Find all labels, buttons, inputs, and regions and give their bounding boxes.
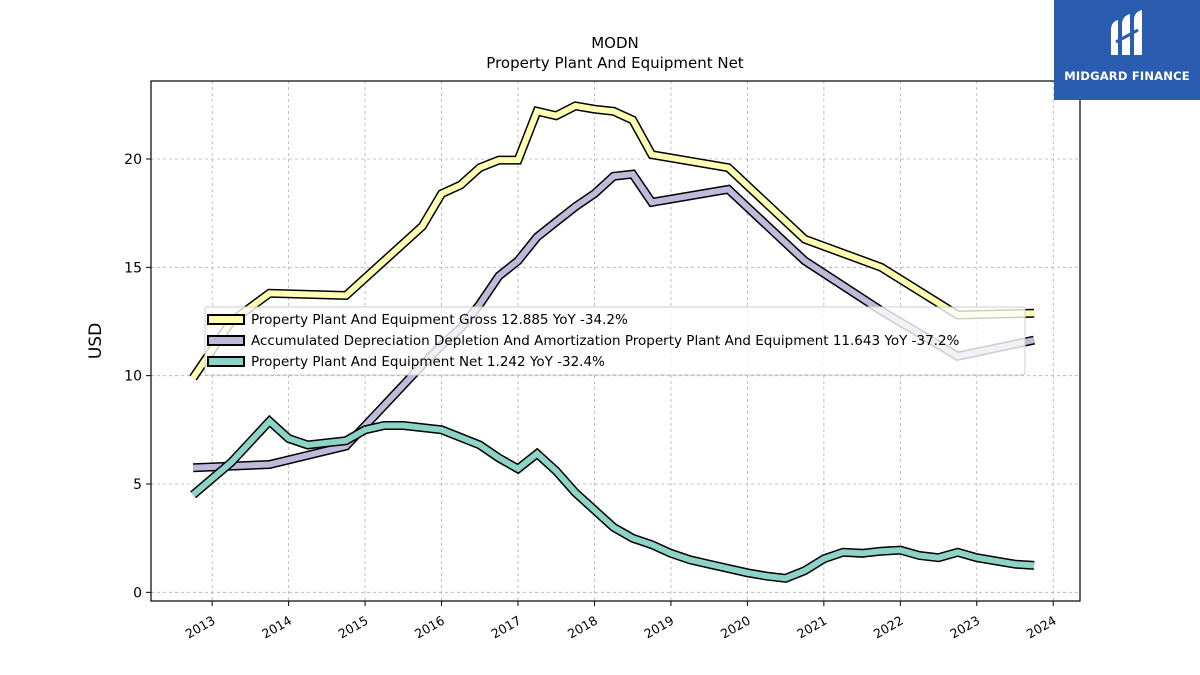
legend-swatch bbox=[207, 356, 245, 367]
x-tick-label: 2021 bbox=[794, 613, 829, 642]
legend-swatch bbox=[207, 314, 245, 325]
y-tick-label: 0 bbox=[133, 585, 142, 601]
x-tick-label: 2013 bbox=[183, 613, 218, 642]
x-tick-label: 2019 bbox=[641, 613, 676, 642]
series-line bbox=[191, 416, 1035, 582]
legend-swatch bbox=[207, 335, 245, 346]
legend-entry: Accumulated Depreciation Depletion And A… bbox=[251, 333, 960, 349]
chart-title: MODN bbox=[591, 34, 639, 52]
plot-frame bbox=[150, 80, 1081, 602]
axes: 0 5 10 15 20 2013 2014 2015 2016 2017 2018 2019 2020… bbox=[124, 152, 1059, 642]
midgard-logo-icon bbox=[1111, 10, 1142, 55]
x-tick-label: 2014 bbox=[259, 613, 294, 642]
x-tick-label: 2023 bbox=[947, 613, 982, 642]
series-line bbox=[190, 102, 1035, 380]
y-tick-label: 20 bbox=[124, 152, 142, 168]
x-tick-label: 2018 bbox=[565, 613, 600, 642]
x-tick-label: 2020 bbox=[718, 613, 753, 642]
x-tick-label: 2015 bbox=[336, 613, 371, 642]
series-2 bbox=[190, 414, 1035, 583]
x-tick-label: 2016 bbox=[412, 613, 447, 642]
brand-logo: MIDGARD FINANCE bbox=[1054, 0, 1200, 100]
brand-name: MIDGARD FINANCE bbox=[1064, 69, 1190, 83]
legend: Property Plant And Equipment Gross 12.88… bbox=[204, 306, 1026, 376]
y-axis-label: USD bbox=[86, 323, 106, 359]
legend-box bbox=[204, 306, 1026, 376]
series-0 bbox=[189, 101, 1035, 381]
legend-entry: Property Plant And Equipment Net 1.242 Y… bbox=[251, 354, 605, 370]
x-tick-label: 2024 bbox=[1024, 613, 1059, 642]
x-tick-label: 2022 bbox=[871, 613, 906, 642]
y-tick-label: 5 bbox=[133, 477, 142, 493]
chart-subtitle: Property Plant And Equipment Net bbox=[486, 54, 743, 72]
y-tick-label: 15 bbox=[124, 260, 142, 276]
y-tick-label: 10 bbox=[124, 369, 142, 385]
legend-entry: Property Plant And Equipment Gross 12.88… bbox=[251, 312, 628, 328]
series-lines bbox=[189, 101, 1036, 583]
x-tick-label: 2017 bbox=[488, 613, 523, 642]
